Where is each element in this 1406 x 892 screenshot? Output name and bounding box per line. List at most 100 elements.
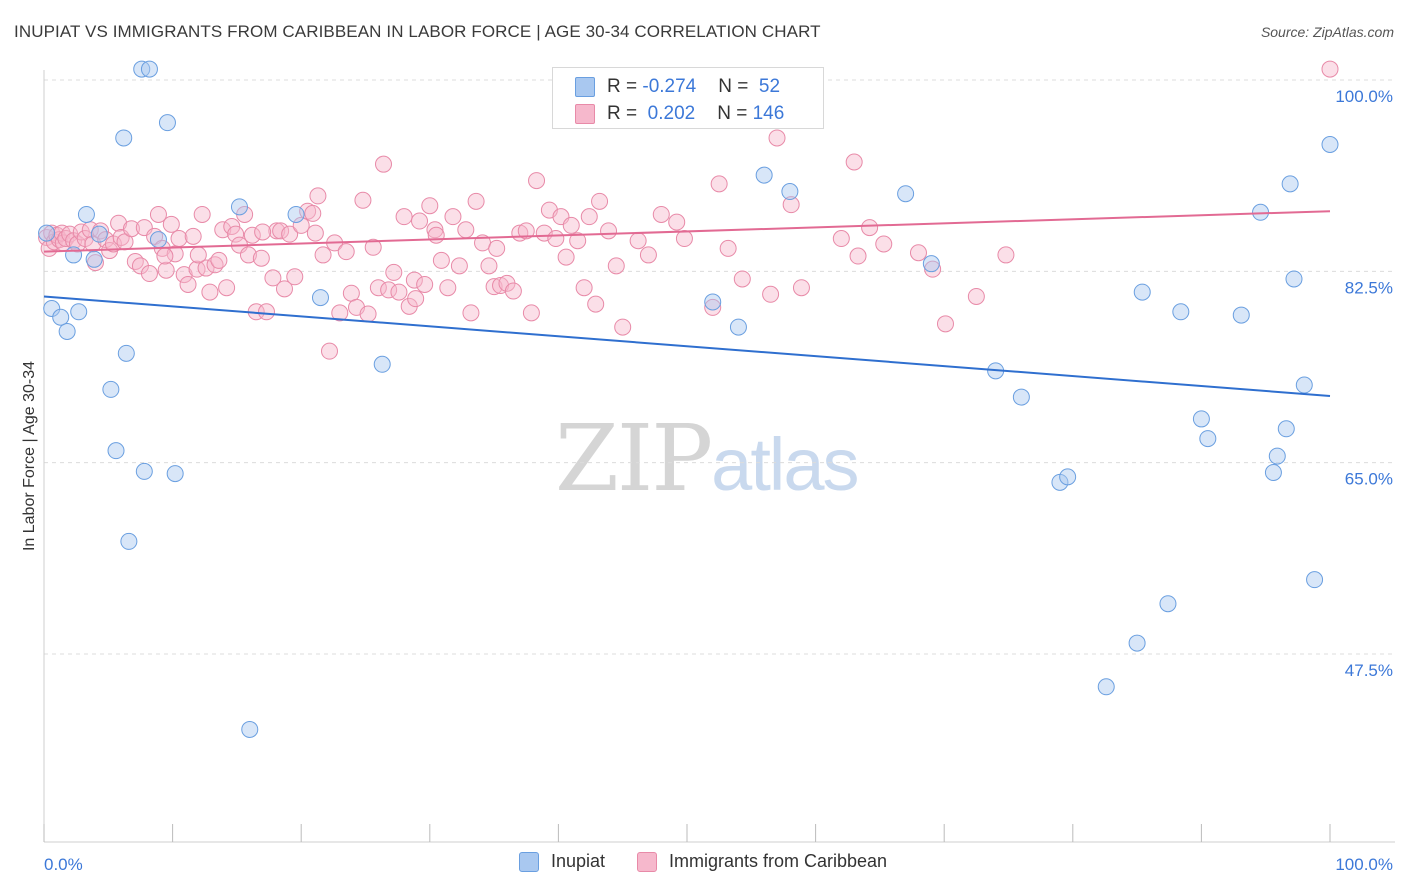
caribbean-point bbox=[210, 251, 228, 269]
caribbean-point bbox=[421, 197, 439, 215]
inupiat-point bbox=[704, 293, 722, 311]
caribbean-point bbox=[375, 155, 393, 173]
series-swatch-caribbean bbox=[636, 851, 657, 872]
inupiat-point bbox=[922, 255, 940, 273]
caribbean-point bbox=[587, 295, 605, 313]
inupiat-point bbox=[1285, 270, 1303, 288]
caribbean-point bbox=[122, 220, 140, 238]
inupiat-point bbox=[115, 129, 133, 147]
inupiat-point bbox=[117, 344, 135, 362]
inupiat-point bbox=[149, 231, 167, 249]
caribbean-point bbox=[704, 298, 722, 316]
caribbean-point bbox=[580, 208, 598, 226]
caribbean-point bbox=[457, 221, 475, 239]
caribbean-point bbox=[875, 235, 893, 253]
caribbean-point bbox=[997, 246, 1015, 264]
caribbean-point bbox=[227, 225, 245, 243]
series-legend-inupiat[interactable]: Inupiat bbox=[518, 851, 605, 872]
inupiat-point bbox=[1172, 303, 1190, 321]
caribbean-point bbox=[967, 287, 985, 305]
legend-n-label: N = bbox=[717, 103, 753, 124]
inupiat-point bbox=[102, 380, 120, 398]
caribbean-point bbox=[272, 222, 290, 240]
caribbean-point bbox=[861, 219, 879, 237]
series-label-inupiat: Inupiat bbox=[550, 851, 605, 871]
caribbean-point bbox=[444, 208, 462, 226]
caribbean-point bbox=[354, 191, 372, 209]
inupiat-point bbox=[135, 462, 153, 480]
caribbean-point bbox=[214, 221, 232, 239]
caribbean-point bbox=[909, 244, 927, 262]
inupiat-point bbox=[65, 246, 83, 264]
caribbean-point bbox=[218, 279, 236, 297]
inupiat-point bbox=[1281, 175, 1299, 193]
inupiat-point bbox=[230, 198, 248, 216]
caribbean-point bbox=[223, 218, 241, 236]
inupiat-point bbox=[90, 225, 108, 243]
caribbean-point bbox=[162, 215, 180, 233]
caribbean-point bbox=[675, 230, 693, 248]
inupiat-point bbox=[1199, 430, 1217, 448]
caribbean-point bbox=[562, 216, 580, 234]
caribbean-point bbox=[359, 305, 377, 323]
caribbean-point bbox=[193, 205, 211, 223]
inupiat-point bbox=[1268, 447, 1286, 465]
inupiat-point bbox=[897, 185, 915, 203]
inupiat-point bbox=[158, 114, 176, 132]
caribbean-point bbox=[405, 271, 423, 289]
y-tick-label: 65.0% bbox=[1345, 470, 1393, 489]
caribbean-point bbox=[337, 243, 355, 261]
caribbean-point bbox=[569, 232, 587, 250]
caribbean-point bbox=[768, 129, 786, 147]
legend-swatch-caribbean bbox=[575, 104, 595, 124]
caribbean-point bbox=[292, 216, 310, 234]
series-legend-caribbean[interactable]: Immigrants from Caribbean bbox=[636, 851, 887, 872]
caribbean-point bbox=[427, 226, 445, 244]
caribbean-point bbox=[782, 196, 800, 214]
caribbean-point bbox=[239, 246, 257, 264]
caribbean-point bbox=[607, 257, 625, 275]
caribbean-point bbox=[1321, 60, 1339, 78]
caribbean-point bbox=[188, 260, 206, 278]
caribbean-point bbox=[450, 257, 468, 275]
x-tick-label: 100.0% bbox=[1335, 855, 1393, 874]
caribbean-point bbox=[314, 246, 332, 264]
caribbean-point bbox=[439, 279, 457, 297]
watermark-zip: ZIP bbox=[555, 405, 713, 512]
caribbean-point bbox=[517, 222, 535, 240]
y-axis-title: In Labor Force | Age 30-34 bbox=[21, 361, 38, 551]
legend-r-label: R = bbox=[607, 76, 643, 97]
caribbean-point bbox=[264, 269, 282, 287]
caribbean-point bbox=[275, 280, 293, 298]
inupiat-point bbox=[52, 308, 70, 326]
caribbean-point bbox=[467, 192, 485, 210]
caribbean-point bbox=[629, 232, 647, 250]
caribbean-point bbox=[179, 275, 197, 293]
legend-n-value: 52 bbox=[753, 76, 781, 97]
caribbean-point bbox=[411, 212, 429, 230]
x-tick-label: 0.0% bbox=[44, 855, 83, 874]
caribbean-point bbox=[156, 247, 174, 265]
caribbean-point bbox=[845, 153, 863, 171]
inupiat-point bbox=[1133, 283, 1151, 301]
caribbean-point bbox=[175, 266, 193, 284]
caribbean-point bbox=[197, 259, 215, 277]
caribbean-point bbox=[504, 282, 522, 300]
caribbean-point bbox=[614, 318, 632, 336]
caribbean-point bbox=[528, 172, 546, 190]
caribbean-point bbox=[832, 230, 850, 248]
inupiat-trend-line bbox=[43, 295, 1331, 397]
inupiat-point bbox=[311, 289, 329, 307]
caribbean-point bbox=[557, 248, 575, 266]
caribbean-point bbox=[668, 213, 686, 231]
inupiat-point bbox=[1232, 306, 1250, 324]
inupiat-point bbox=[120, 532, 138, 550]
inupiat-point bbox=[140, 60, 158, 78]
caribbean-point bbox=[639, 246, 657, 264]
caribbean-point bbox=[710, 175, 728, 193]
caribbean-point bbox=[140, 265, 158, 283]
inupiat-point bbox=[373, 355, 391, 373]
y-tick-label: 82.5% bbox=[1345, 278, 1393, 297]
caribbean-point bbox=[492, 277, 510, 295]
inupiat-point bbox=[43, 300, 61, 318]
